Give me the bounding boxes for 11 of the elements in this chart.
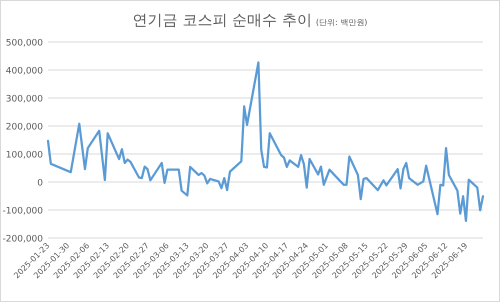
chart-title: 연기금 코스피 순매수 추이	[132, 11, 312, 29]
y-tick-label: -100,000	[2, 206, 44, 216]
line-series	[46, 61, 484, 222]
y-tick-label: 200,000	[6, 122, 44, 132]
y-tick-label: 500,000	[6, 38, 44, 48]
y-tick-label: 400,000	[6, 66, 44, 76]
y-tick-label: 100,000	[6, 150, 44, 160]
y-tick-label: 300,000	[6, 94, 44, 104]
y-tick-label: 0	[37, 178, 44, 188]
chart-subtitle: (단위: 백만원)	[316, 18, 368, 27]
y-tick-label: -200,000	[2, 234, 44, 244]
